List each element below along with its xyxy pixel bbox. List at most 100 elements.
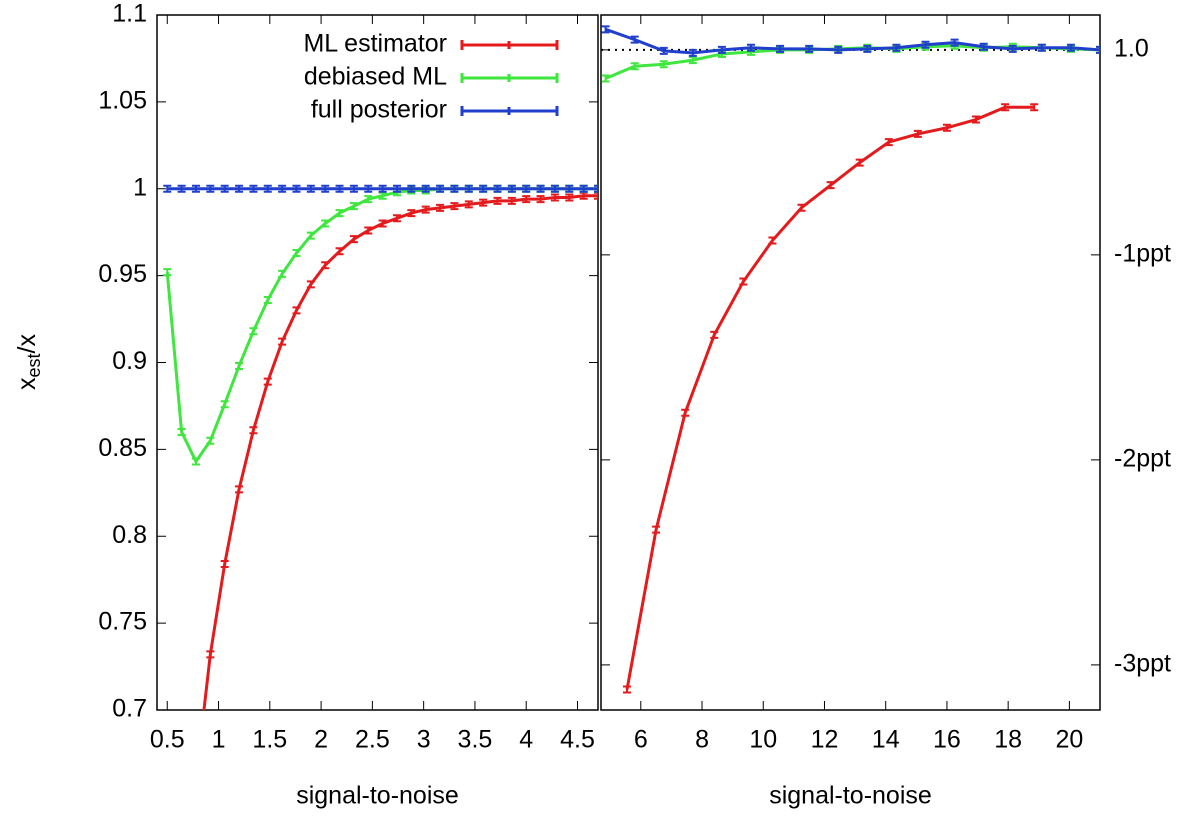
point-marker [220, 400, 229, 409]
point-marker [550, 193, 559, 202]
y-tick-label: 0.7 [112, 695, 147, 723]
point-marker [1096, 45, 1100, 54]
point-marker [321, 219, 330, 228]
point-marker [855, 158, 864, 167]
point-marker [630, 62, 639, 71]
point-marker [1066, 43, 1075, 52]
point-marker [378, 184, 387, 193]
point-marker [349, 184, 358, 193]
y-label-sub: est [24, 353, 44, 377]
x-tick-label: 10 [749, 726, 777, 754]
series-line [165, 187, 598, 465]
point-marker [565, 184, 574, 193]
point-marker [942, 123, 951, 132]
point-marker [206, 650, 215, 659]
point-marker [1030, 103, 1039, 112]
legend-swatch [460, 106, 559, 116]
point-marker [979, 42, 988, 51]
point-marker [479, 184, 488, 193]
series-line [202, 194, 598, 710]
y-tick-label: 0.75 [98, 608, 147, 636]
point-marker [306, 184, 315, 193]
x-tick-label: 2.5 [355, 726, 390, 754]
point-marker [235, 184, 244, 193]
point-marker [892, 43, 901, 52]
point-marker [776, 44, 785, 53]
point-marker [536, 184, 545, 193]
point-marker [565, 193, 574, 202]
point-marker [306, 231, 315, 240]
legend-swatch [460, 40, 559, 50]
legend-label: full posterior [311, 96, 447, 124]
point-marker [507, 184, 516, 193]
point-marker [739, 277, 748, 286]
point-marker [747, 43, 756, 52]
y-tick-label: 0.9 [112, 347, 147, 375]
x-tick-label: 1.5 [252, 726, 287, 754]
point-marker [177, 428, 186, 436]
point-marker [177, 184, 186, 193]
point-marker [407, 184, 416, 193]
point-marker [206, 184, 215, 193]
legend-label: debiased ML [304, 63, 447, 91]
point-marker [972, 115, 981, 124]
point-marker [163, 184, 172, 193]
series-line [625, 105, 1035, 690]
x-tick-label: 16 [933, 726, 961, 754]
point-marker [579, 184, 588, 193]
point-marker [235, 485, 244, 494]
point-marker [1008, 44, 1017, 53]
point-marker [950, 38, 959, 47]
x-tick-label: 4 [519, 726, 533, 754]
point-marker [594, 184, 598, 193]
plot-area [601, 25, 1100, 694]
point-marker [249, 184, 258, 193]
x-axis-label: signal-to-noise [296, 782, 459, 810]
frame [600, 14, 1101, 711]
point-marker [550, 184, 559, 193]
point-marker [206, 436, 215, 445]
point-marker [479, 198, 488, 207]
point-marker [235, 361, 244, 370]
point-marker [493, 196, 502, 205]
point-marker [349, 202, 358, 211]
x-tick-label: 3 [417, 726, 431, 754]
x-tick-label: 3.5 [458, 726, 493, 754]
point-marker [681, 408, 690, 417]
x-tick-label: 14 [872, 726, 900, 754]
plot-area [163, 184, 598, 710]
point-marker [450, 202, 459, 211]
point-marker [464, 184, 473, 193]
point-marker [805, 44, 814, 53]
point-marker [278, 269, 287, 278]
x-tick-label: 1 [212, 726, 226, 754]
point-marker [601, 25, 610, 34]
x-tick-label: 18 [994, 726, 1022, 754]
point-marker [278, 337, 287, 346]
point-marker [220, 184, 229, 193]
y-tick-label: 1.0 [1114, 34, 1149, 62]
point-marker [321, 184, 330, 193]
point-marker [421, 205, 430, 214]
x-tick-label: 6 [634, 726, 648, 754]
point-marker [292, 249, 301, 258]
point-marker [493, 184, 502, 193]
x-tick-label: 4.5 [560, 726, 595, 754]
y-tick-label: 0.95 [98, 260, 147, 288]
point-marker [249, 327, 258, 336]
x-tick-label: 8 [695, 726, 709, 754]
y-tick-label: 1 [133, 173, 147, 201]
point-marker [392, 184, 401, 193]
point-marker [630, 35, 639, 44]
point-marker [364, 184, 373, 193]
point-marker [834, 45, 843, 54]
point-marker [450, 184, 459, 193]
point-marker [522, 195, 531, 204]
point-marker [407, 209, 416, 218]
point-marker [392, 214, 401, 223]
x-tick-label: 2 [314, 726, 328, 754]
point-marker [335, 247, 344, 256]
point-marker [913, 129, 922, 138]
point-marker [436, 184, 445, 193]
